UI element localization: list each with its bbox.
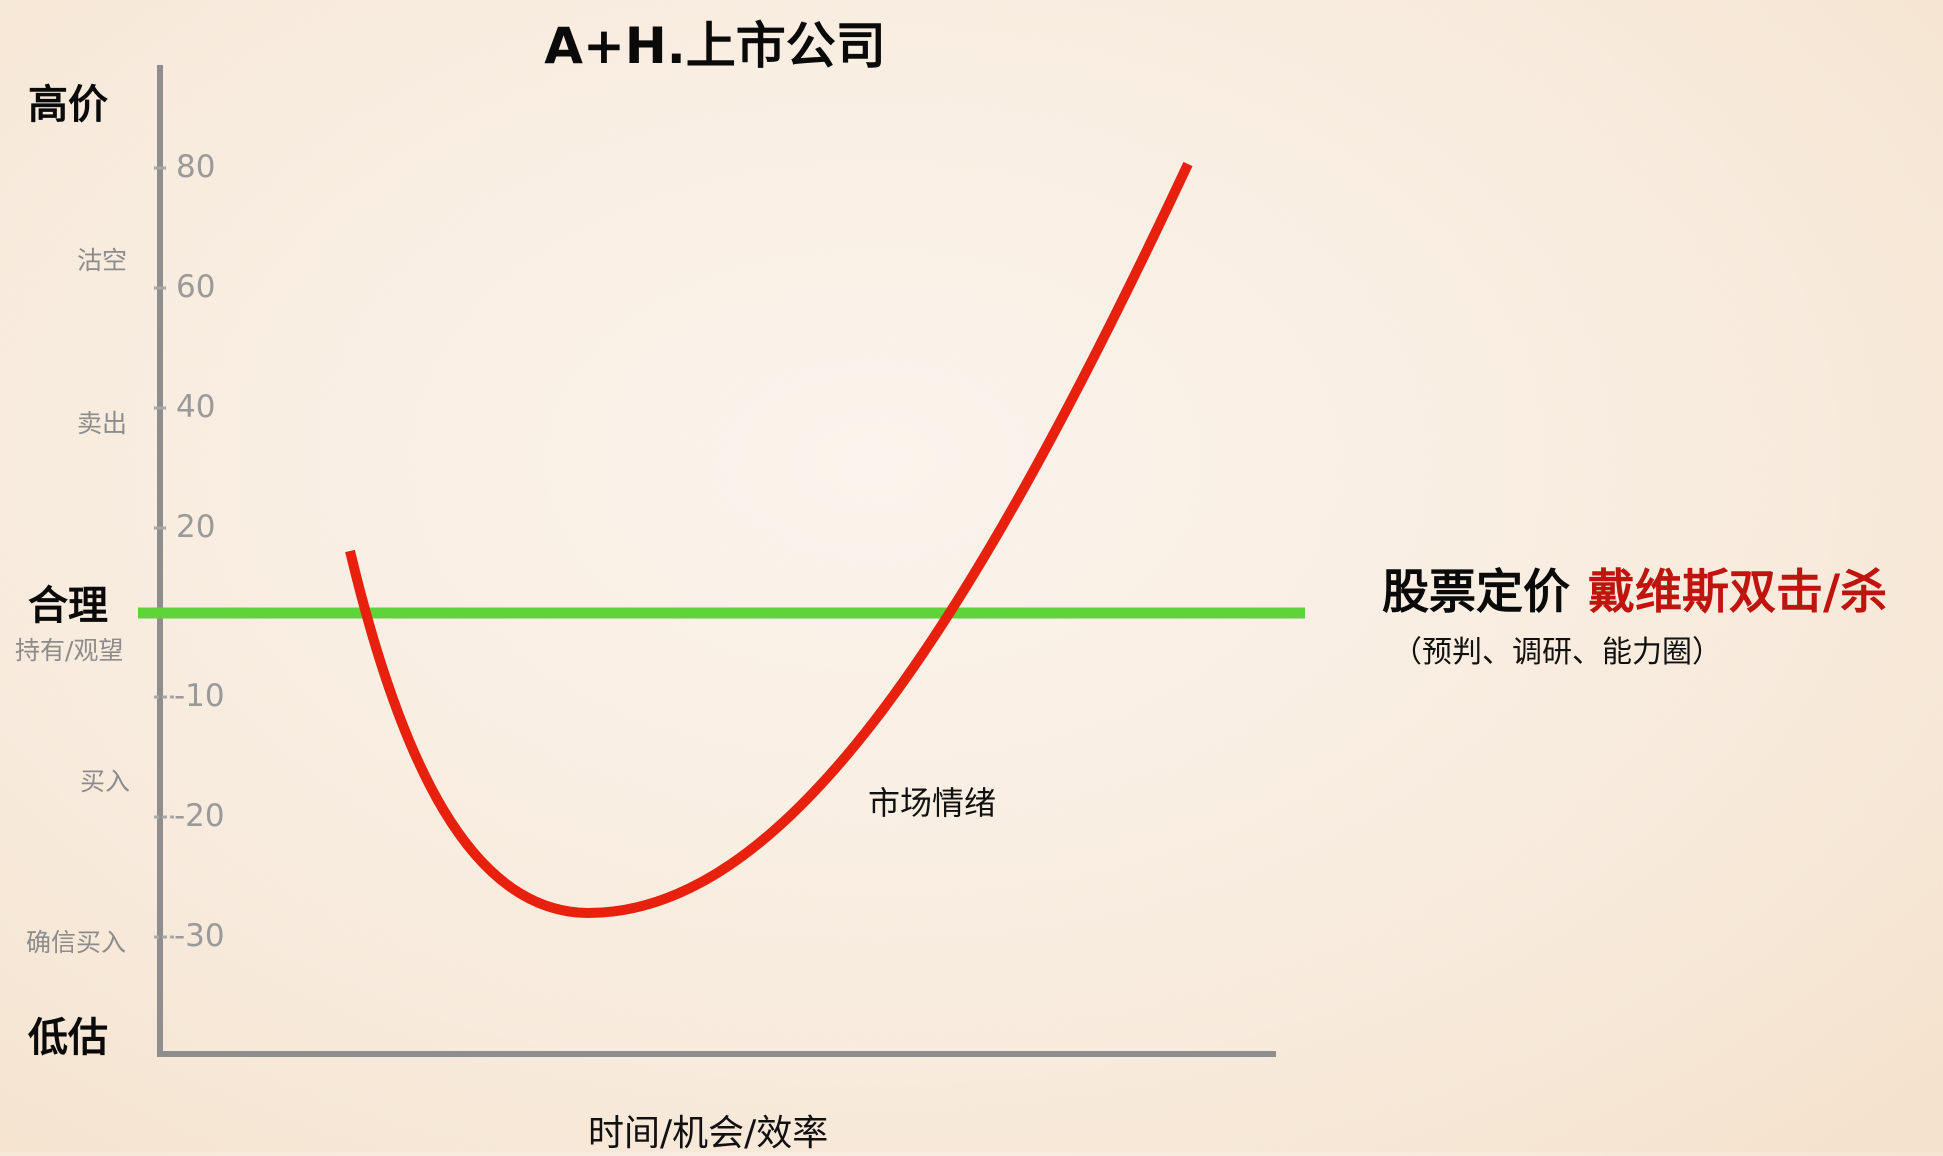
pricing-title-highlight: 戴维斯双击/杀	[1588, 565, 1888, 620]
action-strong-buy-label: 确信买入	[26, 928, 127, 957]
market-sentiment-curve	[345, 161, 1193, 919]
x-axis-label: 时间/机会/效率	[588, 1113, 829, 1154]
action-short-label: 沽空	[77, 246, 128, 275]
pricing-title-main: 股票定价	[1382, 565, 1570, 620]
level-low-label: 低估	[28, 1015, 108, 1061]
action-hold-label: 持有/观望	[15, 636, 124, 665]
level-fair-label: 合理	[28, 583, 108, 629]
action-sell-label: 卖出	[77, 409, 128, 438]
action-buy-label: 买入	[80, 767, 131, 796]
level-high-label: 高价	[28, 82, 108, 128]
chart-title: A+H.上市公司	[544, 17, 886, 75]
tick-label: 80	[176, 149, 216, 185]
tick-label: -30	[174, 918, 225, 954]
tick-label: -20	[174, 798, 225, 834]
pricing-title: 股票定价 戴维斯双击/杀	[1382, 553, 1887, 622]
pricing-subtitle: （预判、调研、能力圈）	[1392, 635, 1722, 670]
tick-label: 40	[176, 389, 216, 425]
tick-label: 60	[176, 269, 216, 305]
tick-label: 20	[176, 509, 216, 545]
curve-label: 市场情绪	[868, 784, 997, 822]
tick-label: -10	[174, 678, 225, 714]
